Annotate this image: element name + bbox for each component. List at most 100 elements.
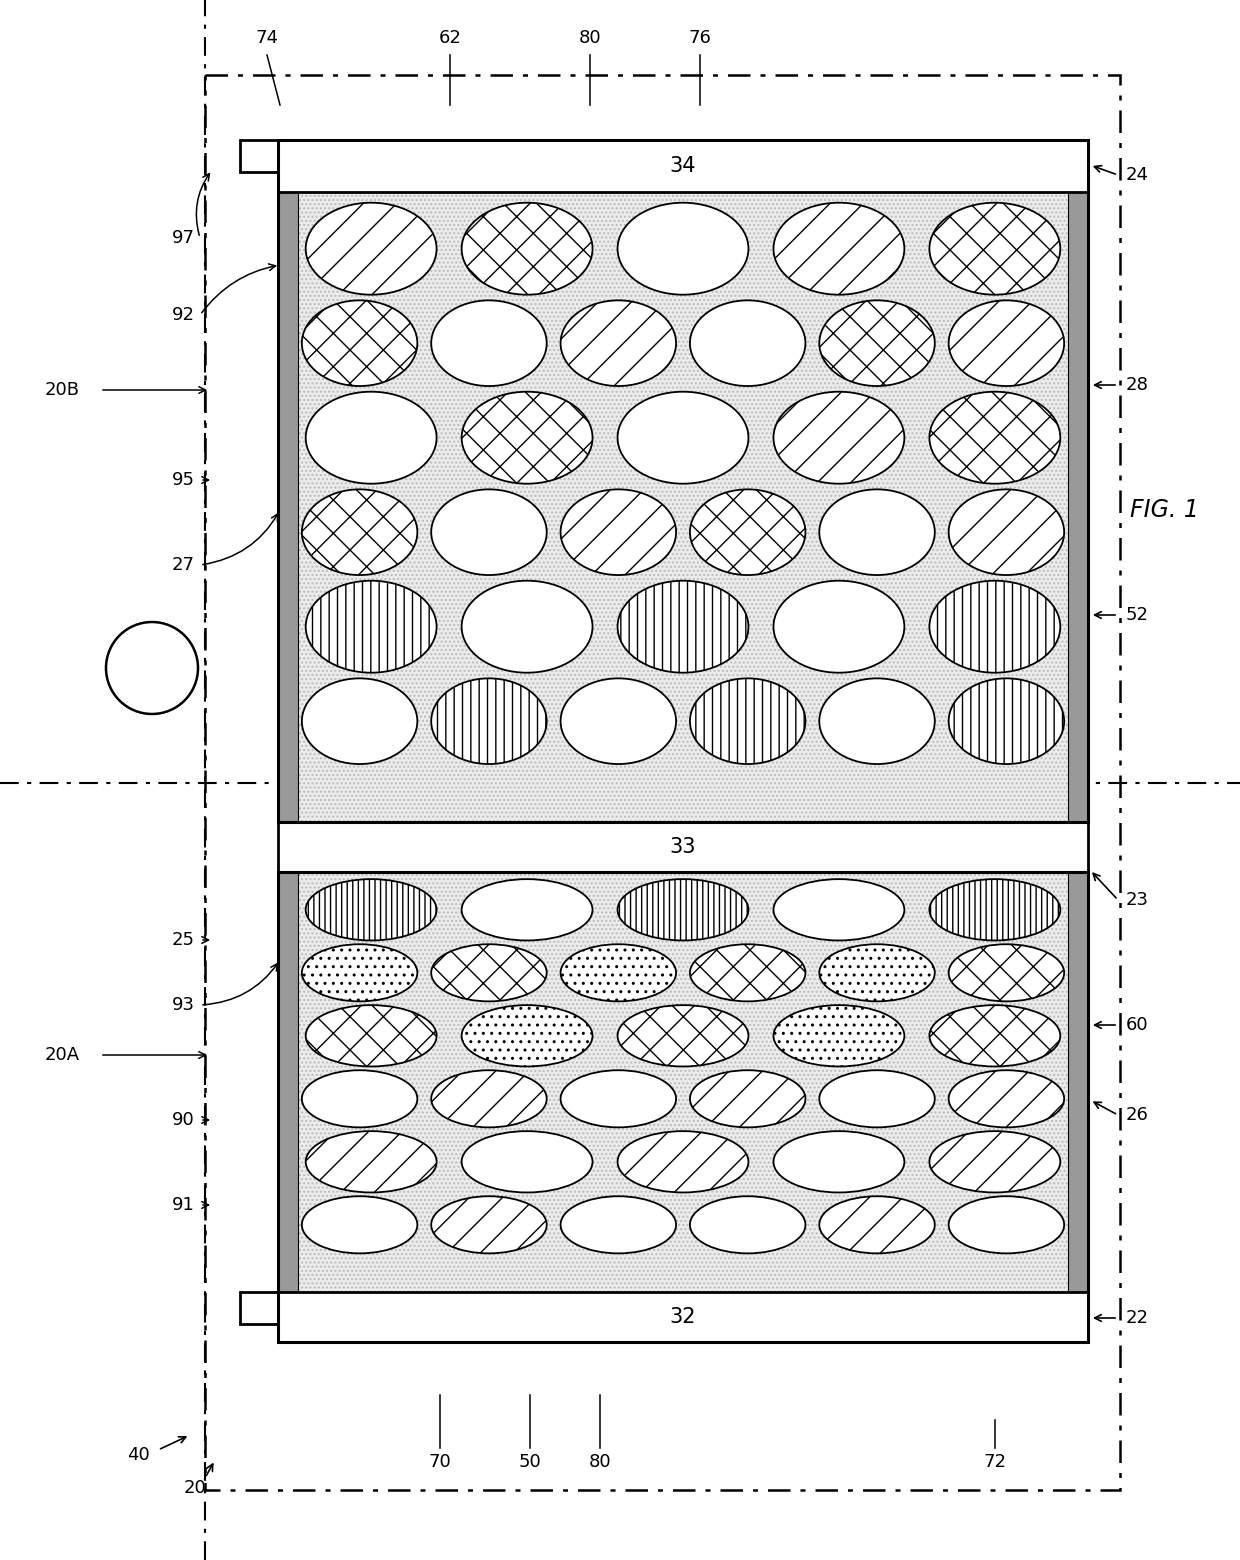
Bar: [1068, 192, 1087, 822]
Ellipse shape: [618, 880, 749, 941]
Ellipse shape: [432, 301, 547, 385]
Ellipse shape: [774, 1005, 904, 1067]
Ellipse shape: [820, 679, 935, 764]
Text: 60: 60: [1126, 1016, 1148, 1034]
Ellipse shape: [930, 392, 1060, 484]
Ellipse shape: [689, 679, 806, 764]
Ellipse shape: [301, 1197, 418, 1253]
Ellipse shape: [689, 490, 806, 576]
Ellipse shape: [432, 679, 547, 764]
Ellipse shape: [432, 1070, 547, 1128]
Ellipse shape: [560, 301, 676, 385]
Ellipse shape: [301, 944, 418, 1002]
Ellipse shape: [432, 490, 547, 576]
Ellipse shape: [949, 301, 1064, 385]
Text: 50: 50: [518, 1452, 542, 1471]
Ellipse shape: [461, 1131, 593, 1192]
Ellipse shape: [820, 490, 935, 576]
Ellipse shape: [774, 880, 904, 941]
Bar: [241, 140, 278, 172]
Ellipse shape: [432, 1197, 547, 1253]
Text: 97: 97: [172, 229, 195, 246]
Text: 80: 80: [579, 30, 601, 47]
Ellipse shape: [930, 880, 1060, 941]
Bar: [278, 192, 298, 822]
Ellipse shape: [689, 1070, 806, 1128]
Bar: [1068, 872, 1087, 1292]
Ellipse shape: [560, 944, 676, 1002]
Text: 34: 34: [670, 156, 696, 176]
Ellipse shape: [432, 944, 547, 1002]
Text: 91: 91: [172, 1197, 195, 1214]
Ellipse shape: [301, 679, 418, 764]
Ellipse shape: [689, 944, 806, 1002]
Text: 52: 52: [1126, 605, 1149, 624]
Text: 26: 26: [1126, 1106, 1149, 1125]
Ellipse shape: [930, 1005, 1060, 1067]
Text: 70: 70: [429, 1452, 451, 1471]
Text: FIG. 1: FIG. 1: [1130, 498, 1199, 523]
Ellipse shape: [618, 203, 749, 295]
Text: 76: 76: [688, 30, 712, 47]
Ellipse shape: [949, 944, 1064, 1002]
Ellipse shape: [461, 580, 593, 672]
Ellipse shape: [618, 1005, 749, 1067]
Ellipse shape: [301, 490, 418, 576]
Text: 72: 72: [983, 1452, 1007, 1471]
Ellipse shape: [820, 1070, 935, 1128]
Ellipse shape: [560, 1197, 676, 1253]
Ellipse shape: [949, 679, 1064, 764]
Ellipse shape: [461, 880, 593, 941]
Ellipse shape: [306, 203, 436, 295]
Ellipse shape: [618, 580, 749, 672]
Text: 23: 23: [1126, 891, 1149, 909]
Bar: [278, 872, 1087, 1342]
Bar: [278, 1292, 1087, 1342]
Ellipse shape: [820, 944, 935, 1002]
Ellipse shape: [930, 1131, 1060, 1192]
Text: 90: 90: [172, 1111, 195, 1129]
Text: 20: 20: [184, 1479, 206, 1498]
Text: 33: 33: [670, 838, 696, 856]
Bar: [278, 140, 1087, 822]
Ellipse shape: [560, 679, 676, 764]
Text: 25: 25: [172, 931, 195, 948]
Text: 93: 93: [172, 995, 195, 1014]
Ellipse shape: [774, 580, 904, 672]
Text: 24: 24: [1126, 165, 1149, 184]
Text: 95: 95: [172, 471, 195, 488]
Text: 32: 32: [670, 1307, 696, 1328]
Ellipse shape: [774, 1131, 904, 1192]
Text: 40: 40: [126, 1446, 149, 1463]
Ellipse shape: [306, 580, 436, 672]
Bar: [241, 1292, 278, 1324]
Ellipse shape: [461, 1005, 593, 1067]
Ellipse shape: [560, 490, 676, 576]
Text: 42: 42: [140, 658, 165, 677]
Bar: [278, 872, 298, 1292]
Circle shape: [105, 622, 198, 714]
Ellipse shape: [949, 1197, 1064, 1253]
Ellipse shape: [949, 1070, 1064, 1128]
Text: 20B: 20B: [45, 381, 81, 399]
Ellipse shape: [689, 1197, 806, 1253]
Ellipse shape: [820, 301, 935, 385]
Ellipse shape: [689, 301, 806, 385]
Ellipse shape: [306, 880, 436, 941]
Ellipse shape: [461, 203, 593, 295]
Ellipse shape: [930, 580, 1060, 672]
Ellipse shape: [301, 1070, 418, 1128]
Ellipse shape: [949, 490, 1064, 576]
Ellipse shape: [306, 1005, 436, 1067]
Text: 92: 92: [172, 306, 195, 324]
Ellipse shape: [306, 392, 436, 484]
Bar: [278, 140, 1087, 192]
Text: 28: 28: [1126, 376, 1149, 395]
Ellipse shape: [774, 203, 904, 295]
Bar: [298, 192, 1068, 822]
Text: 74: 74: [255, 30, 279, 47]
Text: 20A: 20A: [45, 1047, 81, 1064]
Ellipse shape: [306, 1131, 436, 1192]
Ellipse shape: [461, 392, 593, 484]
Bar: [298, 872, 1068, 1292]
